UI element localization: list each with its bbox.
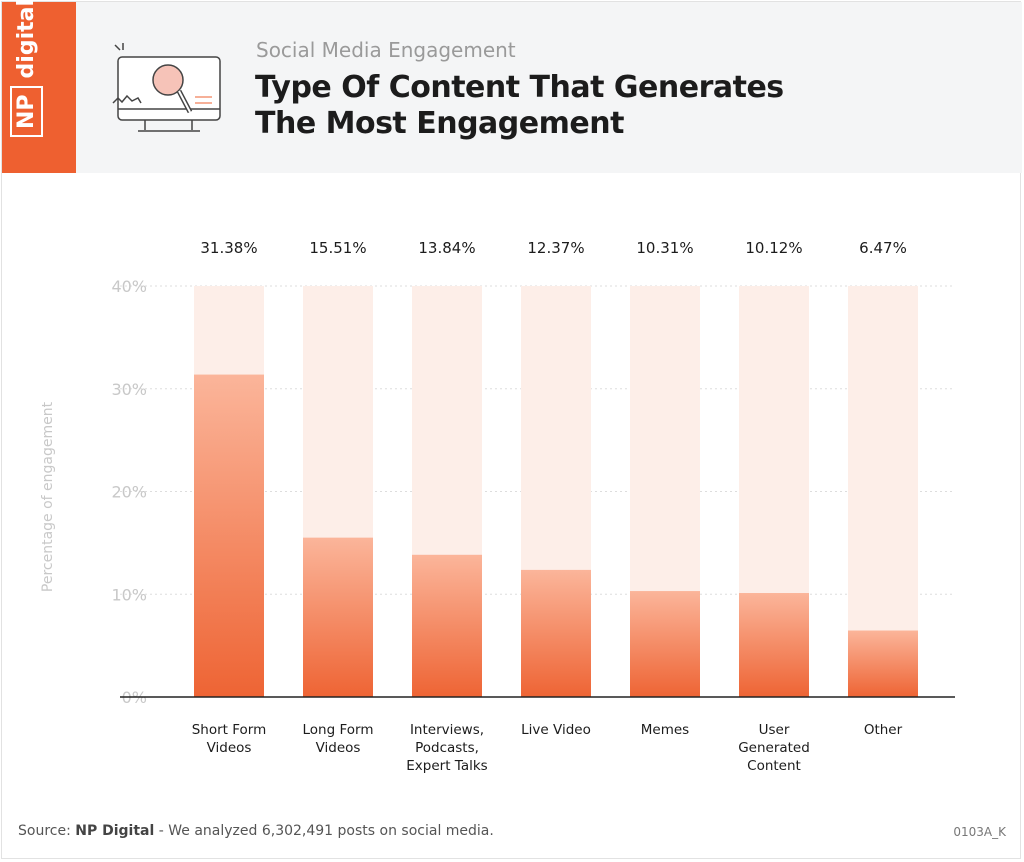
- source-note: Source: NP Digital - We analyzed 6,302,4…: [18, 823, 494, 839]
- x-tick-label: Memes: [641, 722, 689, 738]
- bar-track: [848, 286, 918, 697]
- title-line-2: The Most Engagement: [255, 106, 624, 141]
- x-tick-label: User: [759, 722, 790, 738]
- subtitle: Social Media Engagement: [256, 38, 516, 62]
- x-tick-label: Generated: [738, 740, 810, 756]
- x-tick-label: Live Video: [521, 722, 591, 738]
- bar: [848, 630, 918, 697]
- chart-code: 0103A_K: [953, 825, 1006, 839]
- bar: [412, 554, 482, 697]
- np-digital-logo: NP digital: [2, 0, 76, 173]
- x-tick-label: Videos: [207, 740, 252, 756]
- x-tick-label: Videos: [316, 740, 361, 756]
- data-label: 15.51%: [309, 239, 366, 257]
- data-label: 12.37%: [527, 239, 584, 257]
- data-label: 10.12%: [745, 239, 802, 257]
- x-tick-label: Interviews,: [410, 722, 484, 738]
- y-tick-label: 30%: [111, 380, 147, 399]
- bar: [739, 593, 809, 697]
- x-tick-label: Short Form: [192, 722, 267, 738]
- data-label: 6.47%: [859, 239, 907, 257]
- page-title: Type Of Content That Generates The Most E…: [255, 70, 784, 142]
- x-tick-label: Podcasts,: [415, 740, 479, 756]
- bar: [630, 591, 700, 697]
- monitor-magnifier-icon: [112, 43, 221, 132]
- source-org: NP Digital: [75, 823, 155, 839]
- source-text: - We analyzed 6,302,491 posts on social …: [158, 823, 494, 839]
- y-tick-label: 10%: [111, 585, 147, 604]
- y-tick-label: 40%: [111, 277, 147, 296]
- bar: [521, 569, 591, 697]
- x-tick-label: Content: [747, 758, 801, 774]
- bar: [194, 374, 264, 697]
- title-line-1: Type Of Content That Generates: [255, 70, 784, 105]
- x-tick-label: Expert Talks: [406, 758, 487, 774]
- data-label: 31.38%: [200, 239, 257, 257]
- x-tick-label: Other: [864, 722, 903, 738]
- x-tick-label: Long Form: [303, 722, 374, 738]
- data-label: 10.31%: [636, 239, 693, 257]
- y-tick-label: 20%: [111, 483, 147, 502]
- source-label: Source:: [18, 823, 71, 839]
- y-axis-label: Percentage of engagement: [40, 401, 56, 592]
- bar: [303, 537, 373, 697]
- data-label: 13.84%: [418, 239, 475, 257]
